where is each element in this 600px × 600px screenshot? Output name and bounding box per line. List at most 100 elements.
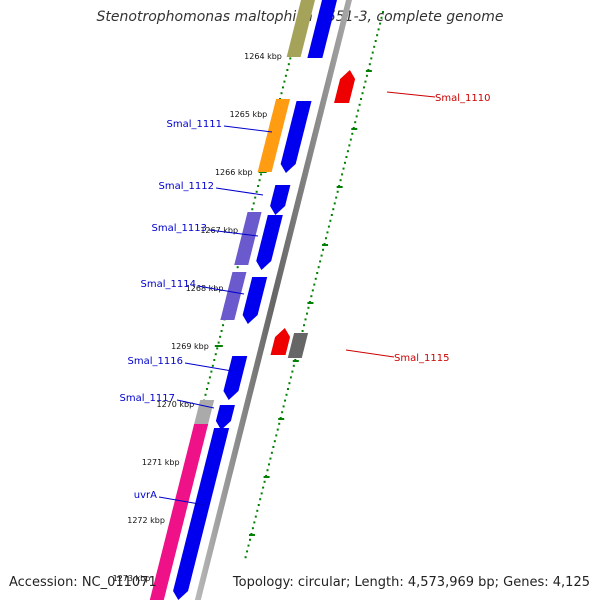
- kbp-label: 1272 kbp: [127, 516, 165, 525]
- magenta-feature: [149, 424, 209, 600]
- track-dot: [282, 405, 285, 408]
- track-dot: [361, 92, 364, 95]
- track-dot: [346, 150, 349, 153]
- track-dot: [283, 80, 286, 83]
- track-dot: [342, 167, 345, 170]
- track-dot: [253, 521, 256, 524]
- track-dot: [219, 335, 222, 338]
- track-dot: [272, 446, 275, 448]
- track-dot: [322, 248, 325, 251]
- gene-arrow-grey: [287, 333, 309, 358]
- track-dot: [251, 208, 254, 211]
- track-dot: [326, 231, 329, 234]
- track-dot: [217, 341, 220, 344]
- gene-arrow-Smal_1114: [242, 277, 268, 324]
- track-dot: [355, 115, 358, 118]
- track-dot: [287, 63, 290, 66]
- gene-label-Smal_1115: Smal_1115: [394, 353, 449, 364]
- track-dot: [214, 353, 217, 356]
- track-dot: [354, 121, 357, 124]
- kbp-label: 1266 kbp: [215, 168, 253, 177]
- track-dot: [254, 515, 257, 518]
- track-dot: [380, 16, 383, 19]
- track-dot: [336, 190, 339, 193]
- track-dot: [260, 173, 263, 176]
- track-dot: [357, 109, 360, 112]
- track-dot: [376, 34, 379, 37]
- gene-label-Smal_1110: Smal_1110: [435, 93, 490, 104]
- track-dot: [351, 132, 354, 135]
- track-dot: [317, 266, 320, 269]
- track-dot: [284, 74, 287, 77]
- track-dot: [311, 289, 314, 292]
- gene-label-Smal_1114: Smal_1114: [141, 279, 196, 290]
- track-dot: [370, 57, 373, 60]
- gene-arrow-Smal_1112: [270, 185, 291, 215]
- kbp-label: 1270 kbp: [156, 400, 194, 409]
- track-dot: [329, 219, 332, 222]
- track-dot: [280, 92, 283, 95]
- label-leader-Smal_1112: [215, 187, 264, 196]
- track-dot: [364, 80, 367, 83]
- track-dot: [365, 74, 368, 77]
- track-dot: [373, 45, 376, 48]
- label-leader-Smal_1116: [184, 362, 233, 372]
- track-dot: [257, 504, 260, 506]
- gene-label-Smal_1113: Smal_1113: [152, 223, 207, 234]
- track-dot: [292, 364, 295, 367]
- gene-arrow-Smal_1110: [334, 70, 356, 103]
- kbp-label: 1271 kbp: [142, 458, 180, 467]
- gene-arrow-Smal_1113: [256, 215, 283, 270]
- track-dot: [236, 266, 239, 269]
- kbp-label: 1267 kbp: [200, 226, 238, 235]
- track-dot: [343, 161, 346, 164]
- track-dot: [368, 63, 371, 66]
- track-dot: [244, 556, 247, 559]
- gene-arrow-Smal_1111: [280, 101, 312, 173]
- track-dot: [333, 202, 336, 205]
- track-dot: [204, 393, 207, 396]
- track-dot: [304, 318, 307, 321]
- label-leader-Smal_1114: [197, 285, 245, 295]
- track-dot: [275, 434, 278, 437]
- track-dot: [256, 509, 259, 512]
- track-dot: [335, 196, 338, 199]
- track-dot: [371, 51, 374, 54]
- track-dot: [251, 527, 254, 530]
- track-dot: [358, 103, 361, 106]
- accession-text: Accession: NC_011071: [9, 575, 157, 590]
- track-dot: [339, 179, 342, 182]
- purple-feature-1: [234, 212, 262, 265]
- track-dot: [273, 440, 276, 443]
- track-dot: [377, 28, 380, 31]
- track-dot: [301, 330, 304, 332]
- track-dot: [307, 306, 310, 309]
- track-dot: [252, 202, 255, 205]
- track-dot: [305, 312, 308, 315]
- purple-feature-2: [220, 272, 247, 320]
- track-dot: [246, 550, 249, 553]
- kbp-label: 1265 kbp: [230, 110, 268, 119]
- track-dot: [362, 86, 365, 89]
- gene-arrow-Smal_1115: [270, 328, 291, 355]
- orange-feature: [257, 99, 291, 172]
- gene-label-Smal_1117: Smal_1117: [120, 393, 175, 404]
- label-leader-uvrA: [158, 496, 206, 506]
- genome-stats-text: Topology: circular; Length: 4,573,969 bp…: [232, 575, 590, 590]
- track-dot: [313, 283, 316, 286]
- track-dot: [332, 208, 335, 211]
- track-dot: [269, 457, 272, 460]
- track-dot: [263, 480, 266, 483]
- track-dot: [319, 260, 322, 263]
- track-dot: [260, 492, 263, 495]
- track-dot: [213, 359, 216, 361]
- track-dot: [327, 225, 330, 228]
- gene-label-Smal_1116: Smal_1116: [128, 356, 183, 367]
- track-dot: [289, 57, 292, 60]
- track-dot: [258, 179, 261, 182]
- track-dot: [257, 185, 260, 187]
- track-dot: [247, 544, 250, 547]
- track-dot: [266, 469, 269, 472]
- gene-arrow-Smal_1116: [223, 356, 248, 400]
